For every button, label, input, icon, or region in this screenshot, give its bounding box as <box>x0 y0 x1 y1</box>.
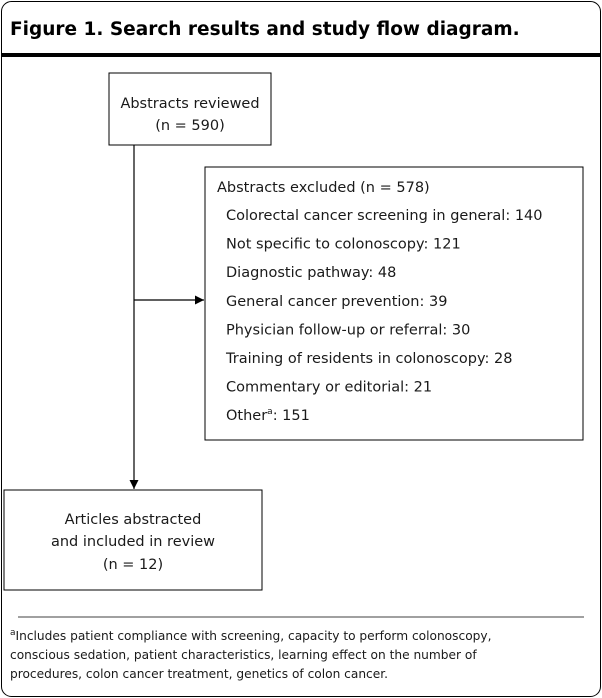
item-label: General cancer prevention: 39 <box>226 294 447 310</box>
item-label: Commentary or editorial: 21 <box>226 380 432 396</box>
node-text: Abstracts reviewed <box>120 96 259 112</box>
item-label: Physician follow-up or referral: 30 <box>226 322 470 338</box>
item-label: Training of residents in colonoscopy: 28 <box>225 351 512 367</box>
item-label: Colorectal cancer screening in general: … <box>226 208 543 224</box>
item-count: : 151 <box>273 408 310 424</box>
item-label: Other <box>226 408 267 424</box>
node-box <box>3 489 263 591</box>
node-header: Abstracts excluded (n = 578) <box>217 180 430 196</box>
item-label: Not specific to colonoscopy: 121 <box>226 237 461 253</box>
footnote-text: conscious sedation, patient characterist… <box>10 648 477 662</box>
item-text: Commentary or editorial: 21 <box>226 380 432 396</box>
node-text: (n = 590) <box>155 118 225 134</box>
item-text: General cancer prevention: 39 <box>226 294 447 310</box>
node-text: and included in review <box>51 534 215 550</box>
figure-title: Figure 1. Search results and study flow … <box>10 19 520 40</box>
node-box <box>108 72 272 146</box>
item-note: a <box>267 407 273 417</box>
item-text: Colorectal cancer screening in general: … <box>226 208 543 224</box>
footnote-marker: a <box>10 628 16 638</box>
item-label: Diagnostic pathway: 48 <box>226 265 396 281</box>
footnote: aIncludes patient compliance with screen… <box>10 628 491 681</box>
item-text: Not specific to colonoscopy: 121 <box>226 237 461 253</box>
node-text: Articles abstracted <box>65 512 202 528</box>
footnote-line: conscious sedation, patient characterist… <box>10 648 477 662</box>
item-text: Physician follow-up or referral: 30 <box>226 322 470 338</box>
item-text: Othera: 151 <box>226 407 310 425</box>
item-text: Diagnostic pathway: 48 <box>226 265 396 281</box>
node-box <box>204 166 584 441</box>
footnote-text: Includes patient compliance with screeni… <box>16 629 492 643</box>
item-list: Colorectal cancer screening in general: … <box>225 208 543 424</box>
footnote-line: procedures, colon cancer treatment, gene… <box>10 667 388 681</box>
item-text: Training of residents in colonoscopy: 28 <box>225 351 512 367</box>
node-text: (n = 12) <box>103 557 163 573</box>
footnote-text: procedures, colon cancer treatment, gene… <box>10 667 388 681</box>
footnote-line: aIncludes patient compliance with screen… <box>10 628 491 643</box>
